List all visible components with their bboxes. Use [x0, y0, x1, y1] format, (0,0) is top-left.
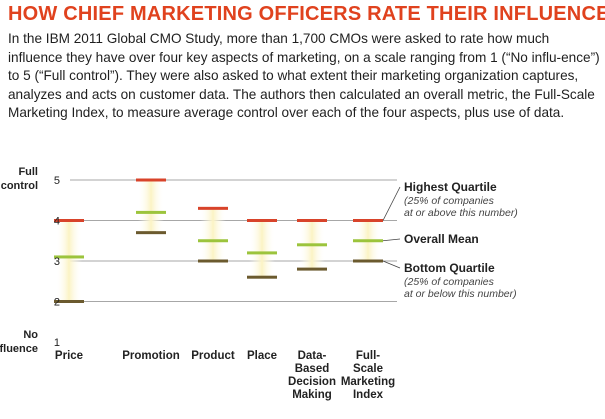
y-tick-label-1: 1 — [54, 337, 60, 349]
category-label: Promotion — [122, 350, 180, 362]
category-label: Index — [353, 389, 384, 401]
category-label: Decision — [288, 376, 336, 388]
legend-note: (25% of companies — [404, 276, 495, 288]
category-label: Scale — [353, 363, 383, 375]
highest-quartile-mark — [297, 219, 327, 222]
y-tick-label-4: 4 — [54, 216, 60, 228]
mark-layer — [54, 178, 383, 303]
label-layer: 5 4 3 2 1 Full control No influence Price Promotio… — [0, 166, 395, 401]
range-band — [56, 220, 82, 302]
chart-title: HOW CHIEF MARKETING OFFICERS RATE THEIR … — [8, 3, 605, 25]
y-tick-label-5: 5 — [54, 175, 60, 187]
bottom-quartile-mark — [198, 259, 228, 263]
category-label: Making — [292, 389, 332, 401]
highest-quartile-mark — [54, 219, 84, 222]
bottom-quartile-mark — [297, 267, 327, 271]
legend-leader-line — [382, 260, 401, 269]
overall-mean-mark — [198, 239, 228, 243]
grid-layer — [70, 179, 397, 302]
legend-title: Bottom Quartile — [404, 261, 495, 275]
y-axis-bottom-label: influence — [0, 343, 38, 355]
highest-quartile-mark — [247, 219, 277, 222]
range-band — [200, 208, 226, 261]
category-label: Full- — [356, 350, 380, 362]
y-axis-bottom-label: No — [23, 329, 38, 341]
overall-mean-mark — [353, 239, 383, 243]
overall-mean-mark — [54, 255, 84, 259]
overall-mean-mark — [136, 210, 166, 214]
category-label: Based — [295, 363, 330, 375]
y-tick-label-2: 2 — [54, 297, 60, 309]
bottom-quartile-mark — [353, 259, 383, 263]
range-band — [249, 220, 275, 278]
legend-title: Highest Quartile — [404, 180, 497, 194]
y-axis-top-label: Full — [18, 166, 38, 178]
category-label: Data- — [298, 350, 327, 362]
highest-quartile-mark — [136, 178, 166, 182]
highest-quartile-mark — [198, 206, 228, 210]
bottom-quartile-mark — [136, 231, 166, 235]
category-label: Place — [247, 350, 277, 362]
range-band — [138, 180, 164, 233]
bottom-quartile-mark — [54, 300, 84, 303]
legend-leader-line — [382, 186, 401, 221]
legend-title: Overall Mean — [404, 232, 479, 246]
category-label: Price — [55, 350, 83, 362]
legend-note: (25% of companies — [404, 195, 495, 207]
bottom-quartile-mark — [247, 275, 277, 279]
highest-quartile-mark — [353, 219, 383, 222]
chart-description: In the IBM 2011 Global CMO Study, more t… — [8, 31, 600, 121]
y-axis-top-label: control — [1, 180, 38, 192]
overall-mean-mark — [247, 251, 277, 255]
category-label: Marketing — [341, 376, 395, 388]
overall-mean-mark — [297, 243, 327, 247]
y-tick-label-3: 3 — [54, 256, 60, 268]
legend-note: at or below this number) — [404, 288, 517, 300]
category-label: Product — [191, 350, 235, 362]
legend-leader-line — [382, 238, 401, 242]
legend-note: at or above this number) — [404, 207, 518, 219]
